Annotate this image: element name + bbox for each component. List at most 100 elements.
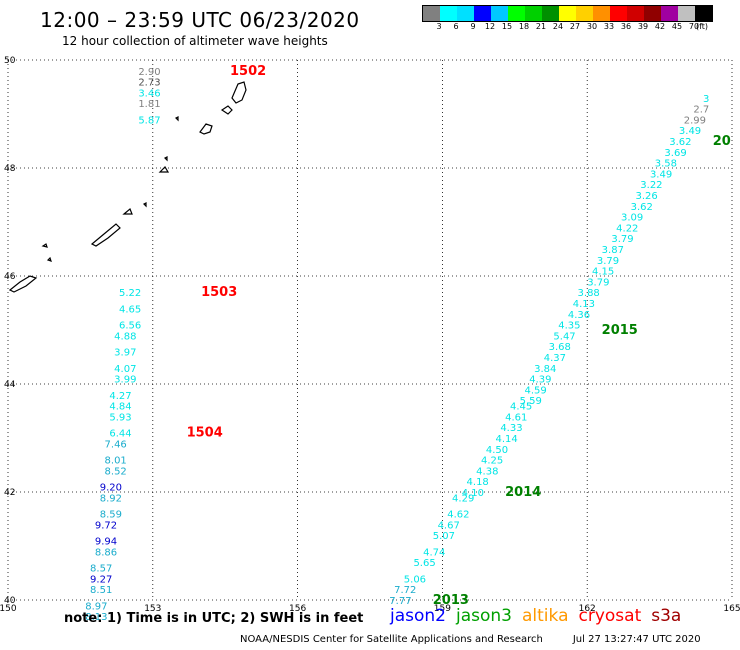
wave-height-value: 7.72 — [394, 585, 416, 596]
lat-tick-label: 50 — [4, 56, 16, 66]
wave-height-value: 4.22 — [616, 223, 638, 234]
wave-height-value: 3 — [703, 94, 709, 105]
color-scale-label: 3 — [436, 22, 442, 31]
wave-height-value: 5.07 — [433, 531, 455, 542]
color-scale-label: (ft) — [695, 22, 709, 31]
island-paramushir — [231, 81, 247, 104]
wave-height-value: 3.49 — [650, 169, 672, 180]
legend-item-altika: altika — [522, 606, 569, 626]
color-scale-label: 45 — [671, 22, 683, 31]
track-1504: 4.845.93 6.447.46 8.018.52 9.208.92 8.599.72… — [85, 402, 223, 624]
wave-height-value: 8.13 — [85, 612, 107, 623]
wave-height-value: 3.22 — [640, 180, 662, 191]
wave-height-value: 5.06 — [404, 574, 426, 585]
legend-item-jason3: jason3 — [456, 606, 512, 626]
wave-height-value: 8.01 — [105, 456, 127, 467]
wave-height-value: 3.62 — [669, 137, 691, 148]
island-urup — [90, 223, 121, 247]
color-scale-label: 12 — [484, 22, 496, 31]
lon-tick-label: 162 — [579, 604, 596, 614]
wave-height-value: 4.13 — [573, 299, 595, 310]
color-swatch — [423, 6, 440, 21]
wave-height-value: 4.33 — [500, 423, 522, 434]
color-scale-label: 18 — [518, 22, 530, 31]
island-simushir — [122, 208, 133, 215]
lat-tick-label: 44 — [4, 380, 16, 390]
track-id-label: 2014 — [505, 485, 541, 500]
wave-height-value: 8.92 — [100, 493, 122, 504]
wave-height-value: 6.56 — [119, 321, 141, 332]
wave-height-value: 4.25 — [481, 456, 503, 467]
color-swatch — [576, 6, 593, 21]
lon-tick-label: 159 — [434, 604, 451, 614]
island-shiashkotan — [220, 105, 233, 115]
wave-height-value: 4.10 — [462, 488, 484, 499]
wave-height-value: 3.79 — [611, 234, 633, 245]
island-small-5 — [163, 156, 168, 162]
axis-tick-labels: 150 153 156 159 162 165 40 42 44 46 48 50 — [0, 56, 740, 614]
island-onekotan — [199, 123, 213, 135]
wave-height-value: 4.67 — [438, 520, 460, 531]
wave-height-value: 5.47 — [553, 331, 575, 342]
credits-line: NOAA/NESDIS Center for Satellite Applica… — [240, 634, 701, 645]
color-scale-label: 36 — [620, 22, 632, 31]
legend-item-s3a: s3a — [651, 606, 682, 626]
wave-height-value: 4.84 — [109, 402, 131, 413]
wave-height-value: 4.38 — [476, 466, 498, 477]
wave-height-value: 4.36 — [568, 310, 590, 321]
wave-height-value: 3.79 — [597, 256, 619, 267]
track-1503: 5.22 4.65 6.564.88 3.97 4.073.99 4.27 1503 — [109, 285, 237, 402]
wave-height-value: 4.15 — [592, 267, 614, 278]
wave-height-value: 7.46 — [105, 439, 127, 450]
wave-height-value: 2.73 — [138, 78, 160, 89]
track-id-label: 1504 — [187, 426, 223, 441]
wave-height-value: 5.22 — [119, 288, 141, 299]
color-swatch — [491, 6, 508, 21]
wave-height-value: 4.37 — [544, 353, 566, 364]
color-swatch — [661, 6, 678, 21]
color-swatch — [644, 6, 661, 21]
wave-height-value: 9.27 — [90, 574, 112, 585]
color-scale-label: 9 — [470, 22, 476, 31]
track-2014: 4.104.184.384.254.504.144.334.614.455.59… — [462, 331, 576, 500]
wave-height-value: 1.81 — [138, 99, 160, 110]
credits-org: NOAA/NESDIS Center for Satellite Applica… — [240, 634, 543, 645]
lat-lon-grid — [7, 59, 733, 601]
color-scale-label: 27 — [569, 22, 581, 31]
island-small-2 — [46, 256, 52, 262]
wave-height-value: 4.29 — [452, 493, 474, 504]
wave-height-value: 8.59 — [100, 510, 122, 521]
color-swatch — [525, 6, 542, 21]
lat-tick-label: 42 — [4, 488, 15, 498]
wave-height-value: 3.97 — [114, 348, 136, 359]
wave-height-value: 8.51 — [90, 585, 112, 596]
wave-height-value: 4.74 — [423, 547, 445, 558]
wave-height-value: 6.44 — [109, 429, 131, 440]
island-small-1 — [41, 243, 48, 248]
lon-tick-label: 156 — [289, 604, 306, 614]
color-scale-label: 21 — [535, 22, 547, 31]
wave-height-value: 3.58 — [655, 159, 677, 170]
color-swatch — [678, 6, 695, 21]
wave-height-value: 3.09 — [621, 213, 643, 224]
wave-height-value: 7.77 — [389, 596, 411, 607]
wave-height-value: 3.69 — [664, 148, 686, 159]
wave-height-value: 4.07 — [114, 364, 136, 375]
wave-height-value: 4.45 — [510, 402, 532, 413]
color-scale-labels: 3 6 9 12 15 18 21 24 27 30 33 36 39 42 45 70 (ft) — [422, 22, 732, 34]
color-swatch — [474, 6, 491, 21]
wave-height-value: 2.99 — [684, 115, 706, 126]
color-swatch — [542, 6, 559, 21]
lat-tick-label: 40 — [4, 596, 16, 606]
wave-height-value: 3.68 — [549, 342, 571, 353]
map-subtitle: 12 hour collection of altimeter wave hei… — [62, 34, 328, 48]
color-swatch — [440, 6, 457, 21]
wave-height-value: 4.88 — [114, 331, 136, 342]
island-matua — [158, 166, 170, 173]
wave-height-value: 4.18 — [467, 477, 489, 488]
legend-item-jason2: jason2 — [390, 606, 446, 626]
wave-height-value: 3.46 — [138, 88, 160, 99]
wave-height-value: 3.26 — [635, 191, 657, 202]
wave-height-value: 9.94 — [95, 537, 117, 548]
color-scale-bar — [422, 5, 713, 22]
